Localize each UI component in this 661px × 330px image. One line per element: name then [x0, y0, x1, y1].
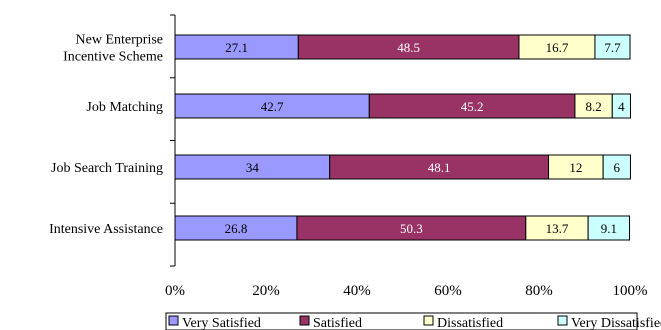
data-label: 48.1 — [428, 160, 451, 175]
bar-segment — [611, 93, 631, 119]
x-tick-label: 80% — [525, 283, 553, 299]
legend-label: Dissatisfied — [437, 316, 503, 330]
bar-segment — [587, 215, 631, 241]
x-tick-label: 60% — [434, 283, 462, 299]
legend-swatch — [299, 315, 310, 326]
x-tick-label: 0% — [165, 283, 185, 299]
legend-swatch — [168, 315, 179, 326]
x-tick-labels: 0% 20% 40% 60% 80% 100% — [165, 283, 648, 299]
bar-segment — [594, 34, 631, 60]
legend-label: Very Satisfied — [182, 316, 261, 330]
category-label: New Enterprise — [76, 33, 163, 48]
data-label: 6 — [614, 160, 621, 175]
bar-segment — [602, 154, 631, 180]
bar-segment — [174, 215, 298, 241]
x-tick-label: 40% — [343, 283, 371, 299]
bar-segment — [548, 154, 604, 180]
data-label: 34 — [246, 160, 260, 175]
category-label: Intensive Assistance — [49, 222, 163, 237]
bar-segment — [329, 154, 550, 180]
category-label: Job Search Training — [51, 161, 163, 176]
bar-segment — [574, 93, 613, 119]
bar-segment — [518, 34, 596, 60]
bar-segment — [174, 93, 370, 119]
data-label: 27.1 — [225, 40, 248, 55]
data-label: 42.7 — [261, 99, 284, 114]
bars-layer: 27.1 48.5 16.7 7.7 42.7 45.2 8.2 4 34 48.1 12 6 26.8… — [174, 34, 631, 241]
data-label: 26.8 — [225, 221, 248, 236]
data-label: 50.3 — [400, 221, 423, 236]
category-label: Incentive Scheme — [63, 50, 163, 65]
bar-segment — [525, 215, 589, 241]
data-label: 16.7 — [546, 40, 569, 55]
y-axis — [170, 14, 176, 267]
bar-segment — [296, 215, 527, 241]
bar-segment — [368, 93, 576, 119]
data-label: 4 — [618, 99, 625, 114]
data-label: 12 — [569, 160, 582, 175]
category-labels: New Enterprise Incentive Scheme Job Matchi… — [49, 33, 163, 238]
legend-swatch — [423, 315, 434, 326]
data-label: 13.7 — [546, 221, 569, 236]
data-label: 9.1 — [601, 221, 617, 236]
data-label: 7.7 — [604, 40, 621, 55]
data-label: 48.5 — [397, 40, 420, 55]
x-tick-label: 20% — [252, 283, 280, 299]
legend-swatch — [557, 315, 568, 326]
legend-label: Satisfied — [313, 316, 362, 330]
category-label: Job Matching — [86, 100, 163, 115]
legend-frame — [165, 312, 638, 330]
legend-label: Very Dissatisfied — [571, 316, 661, 330]
data-label: 45.2 — [461, 99, 484, 114]
bar-segment — [297, 34, 520, 60]
legend: Very Satisfied Satisfied Dissatisfied Very … — [165, 312, 661, 330]
data-label: 8.2 — [585, 99, 601, 114]
x-tick-label: 100% — [613, 283, 648, 299]
